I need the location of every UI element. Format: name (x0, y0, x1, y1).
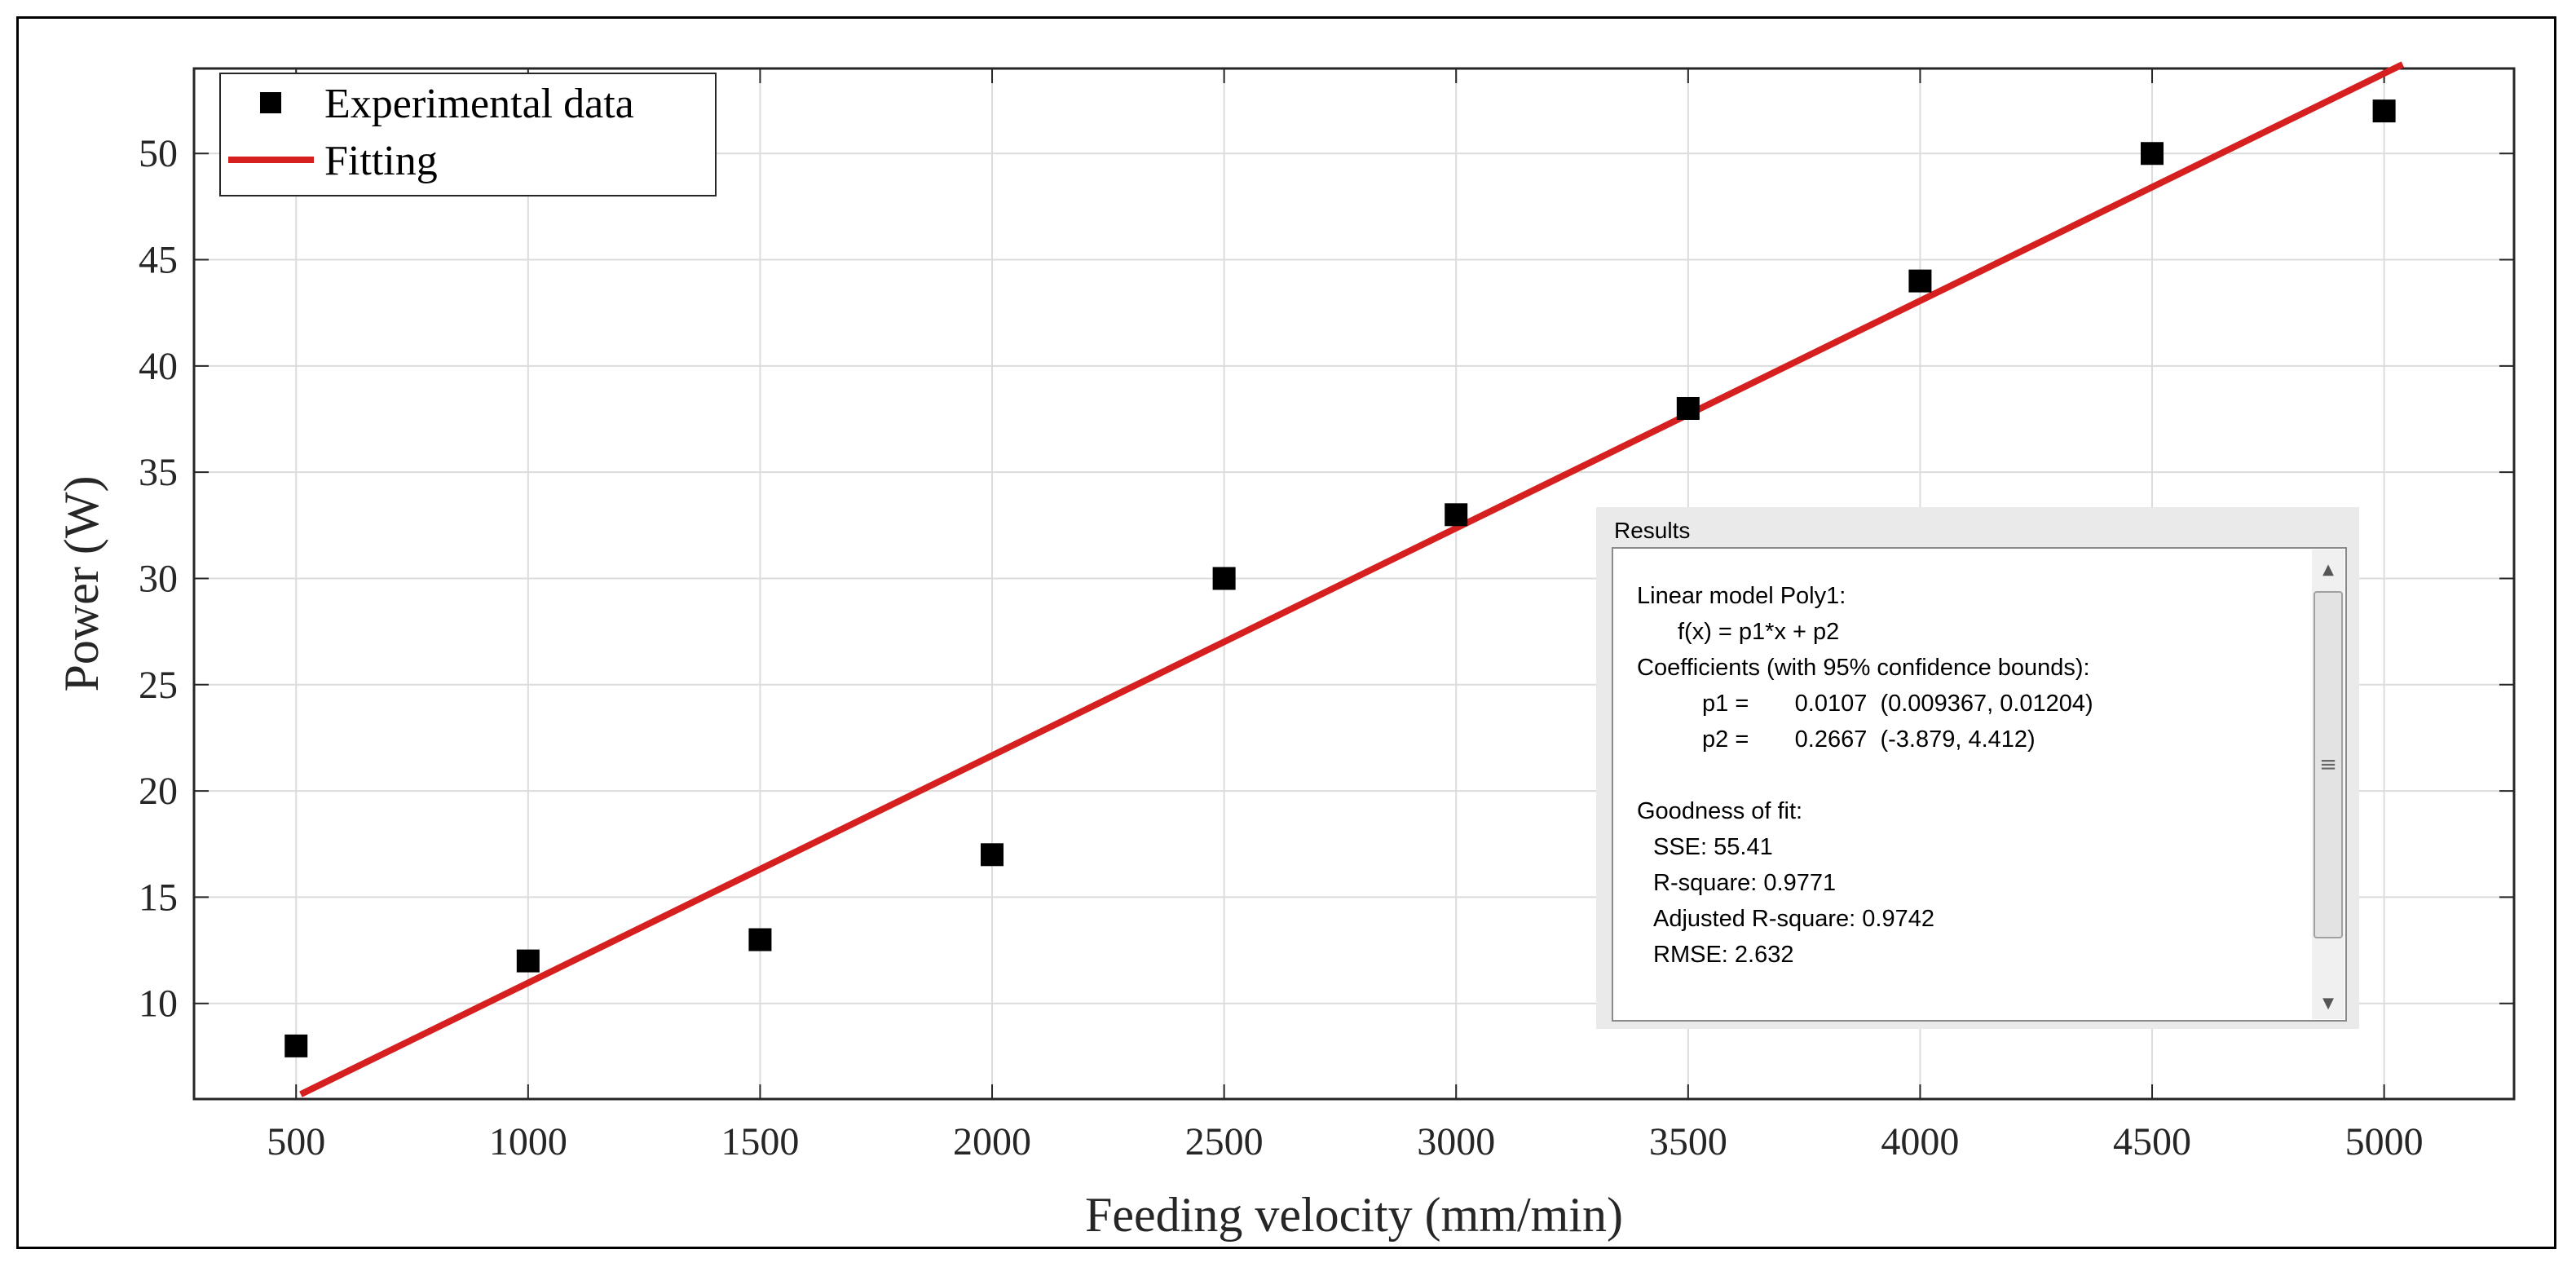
x-tick-label-4000: 4000 (1881, 1120, 1959, 1163)
results-text-lines: Linear model Poly1: f(x) = p1*x + p2 Coeff… (1637, 583, 2093, 968)
y-tick-label-35: 35 (139, 451, 178, 494)
data-point-500 (285, 1034, 308, 1057)
y-axis-ticks: 10 15 20 25 30 35 40 45 50 (139, 132, 2514, 1026)
y-tick-label-15: 15 (139, 876, 178, 919)
results-line-10: RMSE: 2.632 (1653, 942, 1793, 968)
y-axis-label: Power (W) (55, 476, 108, 692)
results-line-2: Coefficients (with 95% confidence bounds… (1637, 655, 2090, 681)
fitting-line (299, 61, 2405, 1097)
x-tick-label-3500: 3500 (1649, 1120, 1727, 1163)
legend-marker-experimental (260, 92, 281, 113)
results-line-4: p2 = 0.2667 (-3.879, 4.412) (1702, 726, 2036, 753)
x-tick-label-2000: 2000 (953, 1120, 1031, 1163)
x-axis-ticks: 500 1000 1500 2000 2500 3000 3500 4000 4500 5000 (267, 68, 2424, 1163)
data-point-3000 (1445, 503, 1468, 527)
scroll-up-button[interactable]: ▲ (2322, 561, 2334, 578)
legend-label-experimental: Experimental data (324, 81, 634, 127)
results-line-1: f(x) = p1*x + p2 (1678, 619, 1839, 645)
x-tick-label-4500: 4500 (2113, 1120, 2191, 1163)
x-tick-label-500: 500 (267, 1120, 325, 1163)
results-panel: Results Linear model Poly1: f(x) = p1*x +… (1596, 507, 2359, 1029)
data-point-5000 (2372, 99, 2396, 123)
series-layer (285, 61, 2405, 1097)
data-point-2500 (1212, 567, 1236, 590)
legend-label-fitting: Fitting (324, 138, 438, 184)
x-tick-label-1000: 1000 (489, 1120, 567, 1163)
x-tick-label-1500: 1500 (721, 1120, 799, 1163)
y-tick-label-50: 50 (139, 132, 178, 175)
data-point-4000 (1908, 269, 1932, 293)
x-tick-label-3000: 3000 (1417, 1120, 1495, 1163)
data-point-3500 (1676, 396, 1700, 420)
data-point-2000 (981, 843, 1004, 867)
results-content-box (1612, 547, 2347, 1022)
data-point-1000 (516, 949, 540, 973)
y-tick-label-45: 45 (139, 239, 178, 282)
figure-frame (16, 16, 2556, 1249)
results-line-9: Adjusted R-square: 0.9742 (1653, 906, 1934, 932)
results-line-6: Goodness of fit: (1637, 798, 1802, 824)
legend-box (219, 73, 717, 196)
y-tick-label-10: 10 (139, 982, 178, 1026)
scroll-grip-icon: ≡ (2319, 753, 2337, 777)
scroll-down-button[interactable]: ▼ (2322, 995, 2334, 1012)
x-axis-label: Feeding velocity (mm/min) (1085, 1188, 1623, 1242)
y-tick-label-40: 40 (139, 345, 178, 388)
y-tick-label-25: 25 (139, 664, 178, 707)
results-line-7: SSE: 55.41 (1653, 834, 1773, 860)
results-title: Results (1614, 518, 1690, 543)
results-line-0: Linear model Poly1: (1637, 583, 1846, 609)
results-scrollbar-thumb[interactable] (2314, 591, 2343, 938)
results-line-3: p1 = 0.0107 (0.009367, 0.01204) (1702, 691, 2093, 717)
plot-area-border (192, 67, 2516, 1101)
legend: Experimental data Fitting (219, 73, 717, 196)
y-tick-label-20: 20 (139, 770, 178, 813)
data-point-4500 (2141, 142, 2164, 166)
results-line-8: R-square: 0.9771 (1653, 870, 1836, 896)
x-tick-label-2500: 2500 (1185, 1120, 1264, 1163)
y-tick-label-30: 30 (139, 557, 178, 600)
x-tick-label-5000: 5000 (2345, 1120, 2424, 1163)
data-point-1500 (748, 928, 772, 951)
